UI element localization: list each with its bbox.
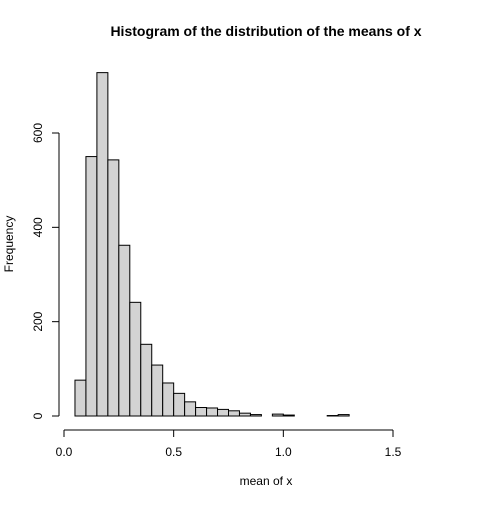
- histogram-bar: [218, 409, 229, 416]
- y-tick-label: 0: [31, 412, 45, 419]
- x-tick-label: 0.0: [56, 445, 73, 459]
- y-tick-label: 200: [31, 311, 45, 331]
- histogram-bar: [272, 414, 283, 416]
- histogram-bar: [338, 415, 349, 416]
- histogram-bar: [86, 157, 97, 416]
- x-tick-label: 1.0: [275, 445, 292, 459]
- histogram-bar: [75, 380, 86, 416]
- y-tick-label: 400: [31, 217, 45, 237]
- histogram-bar: [239, 413, 250, 416]
- y-axis: 0 200 400 600: [31, 123, 59, 420]
- x-axis-label: mean of x: [240, 474, 293, 488]
- histogram-bar: [119, 245, 130, 416]
- histogram-bar: [163, 383, 174, 416]
- x-axis: 0.0 0.5 1.0 1.5: [56, 430, 402, 459]
- histogram-bar: [174, 393, 185, 416]
- histogram-bar: [250, 415, 261, 416]
- y-axis-label: Frequency: [2, 216, 16, 273]
- histogram-bar: [229, 411, 240, 416]
- histogram-bar: [108, 160, 119, 416]
- histogram-bar: [283, 415, 294, 416]
- histogram-bar: [152, 365, 163, 416]
- histogram-bar: [141, 344, 152, 416]
- histogram-bar: [196, 408, 207, 416]
- histogram-bar: [185, 402, 196, 416]
- x-tick-label: 1.5: [385, 445, 402, 459]
- histogram-bar: [97, 73, 108, 416]
- bars-group: [75, 73, 349, 416]
- chart-title: Histogram of the distribution of the mea…: [110, 23, 421, 39]
- y-tick-label: 600: [31, 123, 45, 143]
- histogram-bar: [207, 408, 218, 416]
- x-tick-label: 0.5: [165, 445, 182, 459]
- histogram-bar: [130, 302, 141, 416]
